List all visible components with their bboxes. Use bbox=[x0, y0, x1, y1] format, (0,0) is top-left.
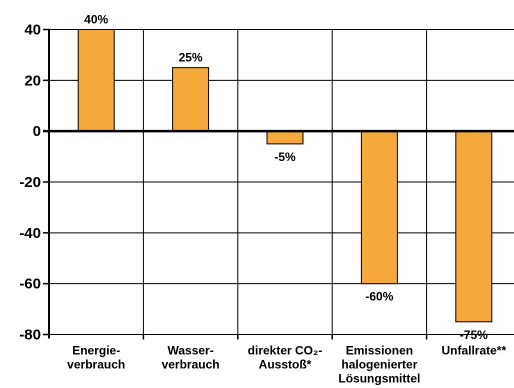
category-label-line: Lösungsmittel bbox=[338, 372, 420, 386]
y-tick-labels: 40 20 0 -20 -40 -60 -80 bbox=[19, 22, 41, 344]
data-label: -75% bbox=[460, 328, 488, 342]
y-tick-label: -40 bbox=[19, 225, 41, 242]
y-tick-label: -20 bbox=[19, 174, 41, 191]
category-label-line: Energie- bbox=[72, 344, 120, 358]
data-labels: 40% 25% -5% -60% -75% bbox=[84, 13, 488, 342]
bars bbox=[77, 29, 493, 323]
category-label-line: Unfallrate** bbox=[441, 344, 506, 358]
category-label-line: Wasser- bbox=[167, 344, 213, 358]
y-tick-label: -80 bbox=[19, 327, 41, 344]
data-label: -60% bbox=[365, 290, 393, 304]
bar bbox=[172, 67, 210, 132]
category-label: Emissionen halogenierter Lösungsmittel bbox=[338, 344, 420, 386]
category-label-line: direkter CO₂- bbox=[248, 344, 323, 358]
category-label: Energie-verbrauch bbox=[67, 344, 125, 372]
category-labels: Energie-verbrauchWasser-verbrauchdirekte… bbox=[67, 344, 506, 386]
y-tick-label: -60 bbox=[19, 276, 41, 293]
data-label: -5% bbox=[274, 150, 296, 164]
data-label: 25% bbox=[179, 51, 203, 65]
data-label: 40% bbox=[84, 13, 108, 27]
y-tick-label: 0 bbox=[33, 123, 41, 140]
category-label: Unfallrate** bbox=[441, 344, 506, 358]
bar bbox=[77, 29, 115, 132]
category-label-line: Emissionen bbox=[346, 344, 413, 358]
category-label-line: verbrauch bbox=[162, 358, 220, 372]
y-tick-label: 20 bbox=[24, 72, 41, 89]
bar bbox=[455, 130, 493, 323]
category-label-line: verbrauch bbox=[67, 358, 125, 372]
category-label: direkter CO₂-Ausstoß* bbox=[248, 344, 323, 372]
gridlines bbox=[49, 29, 514, 335]
category-label-line: halogenierter bbox=[341, 358, 417, 372]
category-label: Wasser-verbrauch bbox=[162, 344, 220, 372]
bar bbox=[360, 130, 398, 285]
y-tick-label: 40 bbox=[24, 22, 41, 39]
category-label-line: Ausstoß* bbox=[259, 358, 312, 372]
axes bbox=[43, 28, 514, 340]
bar bbox=[266, 130, 304, 145]
